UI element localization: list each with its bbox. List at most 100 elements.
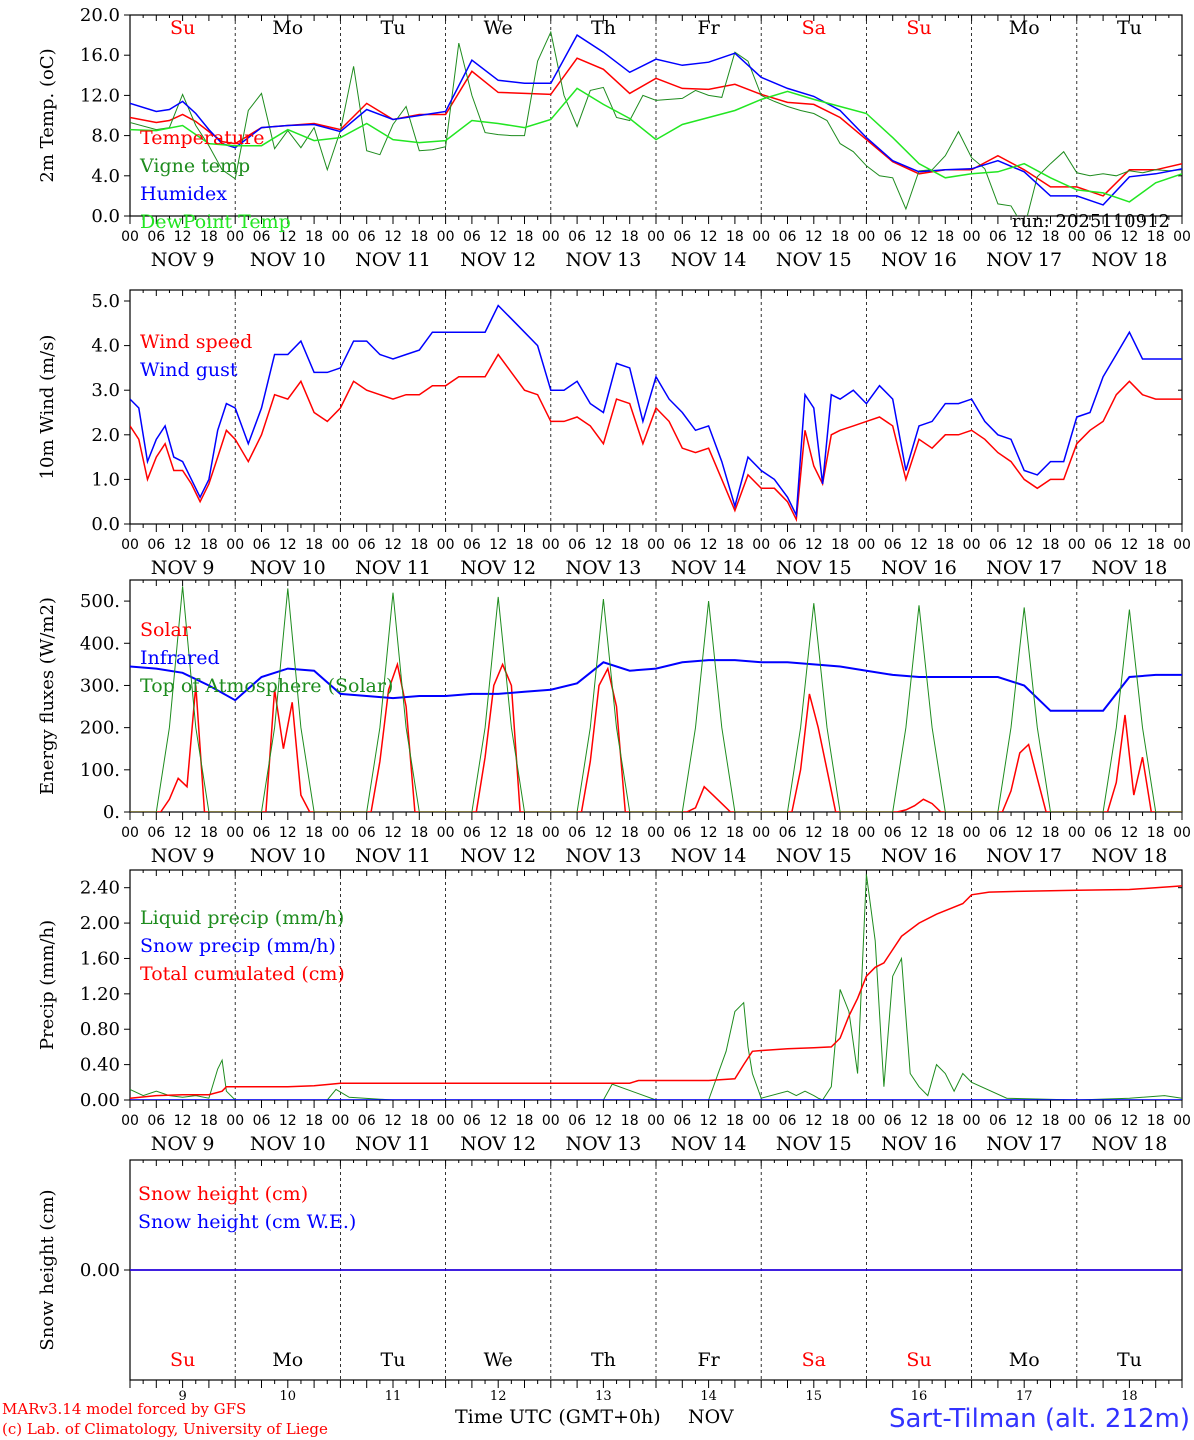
x-hour-label: 06 xyxy=(989,537,1007,553)
x-hour-label: 00 xyxy=(226,537,244,553)
x-hour-label: 06 xyxy=(1094,537,1112,553)
x-hour-label: 06 xyxy=(568,1113,586,1129)
footer-model: MARv3.14 model forced by GFS xyxy=(2,1400,246,1418)
x-date-label: NOV 9 xyxy=(151,1133,215,1155)
day-name-top: Tu xyxy=(381,17,406,39)
x-date-label: NOV 17 xyxy=(986,845,1062,867)
day-name-bottom: We xyxy=(484,1349,513,1371)
x-date-label: NOV 11 xyxy=(355,1133,431,1155)
x-hour-label: 06 xyxy=(253,825,271,841)
x-hour-label: 06 xyxy=(989,229,1007,245)
x-hour-label: 12 xyxy=(279,229,297,245)
run-annotation: run: 2025110912 xyxy=(1012,211,1170,232)
legend-vigne-temp: Vigne temp xyxy=(139,155,250,177)
x-date-label: NOV 14 xyxy=(671,1133,747,1155)
x-hour-label: 12 xyxy=(1120,825,1138,841)
y-tick-label: 20.0 xyxy=(80,5,120,26)
x-hour-label: 06 xyxy=(253,1113,271,1129)
x-hour-label: 18 xyxy=(936,1113,954,1129)
series-wind-0 xyxy=(130,353,1182,523)
x-date-label: NOV 16 xyxy=(881,249,957,271)
x-date-label: NOV 10 xyxy=(250,249,326,271)
y-tick-label: 0.00 xyxy=(80,1090,120,1111)
y-tick-label: 0.0 xyxy=(91,514,120,535)
x-hour-label: 12 xyxy=(384,229,402,245)
y-tick-label: 4.0 xyxy=(91,336,120,357)
legend-liquid-precip: Liquid precip (mm/h) xyxy=(140,907,344,929)
y-tick-label: 0.0 xyxy=(91,206,120,227)
x-hour-label: 18 xyxy=(516,537,534,553)
x-date-label: NOV 11 xyxy=(355,557,431,579)
day-number: 10 xyxy=(280,1389,297,1404)
x-hour-label: 12 xyxy=(489,825,507,841)
x-hour-label: 00 xyxy=(437,229,455,245)
x-date-label: NOV 14 xyxy=(671,249,747,271)
x-hour-label: 06 xyxy=(1094,1113,1112,1129)
x-hour-label: 06 xyxy=(779,825,797,841)
x-hour-label: 00 xyxy=(1068,537,1086,553)
x-hour-label: 18 xyxy=(831,229,849,245)
x-hour-label: 18 xyxy=(410,825,428,841)
x-date-label: NOV 15 xyxy=(776,845,852,867)
x-hour-label: 06 xyxy=(884,229,902,245)
x-date-label: NOV 15 xyxy=(776,557,852,579)
x-hour-label: 00 xyxy=(331,825,349,841)
day-name-top: Tu xyxy=(1117,17,1142,39)
series-energy-1 xyxy=(130,659,1182,712)
x-hour-label: 00 xyxy=(1068,825,1086,841)
x-hour-label: 00 xyxy=(752,537,770,553)
x-hour-label: 12 xyxy=(174,229,192,245)
x-date-label: NOV 11 xyxy=(355,249,431,271)
day-name-top: Th xyxy=(591,17,616,39)
day-number: 16 xyxy=(911,1389,928,1404)
x-hour-label: 06 xyxy=(673,825,691,841)
x-hour-label: 18 xyxy=(1042,537,1060,553)
x-hour-label: 00 xyxy=(331,537,349,553)
legend-snow-precip: Snow precip (mm/h) xyxy=(140,935,336,957)
x-hour-label: 00 xyxy=(331,229,349,245)
x-hour-label: 00 xyxy=(647,825,665,841)
x-hour-label: 18 xyxy=(726,1113,744,1129)
x-hour-label: 12 xyxy=(1015,1113,1033,1129)
x-hour-label: 00 xyxy=(1173,229,1191,245)
x-date-label: NOV 18 xyxy=(1091,249,1167,271)
x-hour-label: 12 xyxy=(1015,825,1033,841)
x-date-label: NOV 18 xyxy=(1091,845,1167,867)
x-hour-label: 18 xyxy=(516,229,534,245)
day-number: 11 xyxy=(385,1389,402,1404)
day-name-bottom: Th xyxy=(591,1349,616,1371)
x-hour-label: 00 xyxy=(752,229,770,245)
x-hour-label: 06 xyxy=(463,229,481,245)
x-hour-label: 18 xyxy=(1147,229,1165,245)
x-hour-label: 18 xyxy=(516,825,534,841)
day-number: 9 xyxy=(178,1389,186,1404)
series-energy-0 xyxy=(130,661,1182,812)
x-hour-label: 00 xyxy=(647,537,665,553)
x-hour-label: 18 xyxy=(410,229,428,245)
y-axis-label: 2m Temp. (oC) xyxy=(37,48,58,182)
x-hour-label: 12 xyxy=(384,825,402,841)
x-hour-label: 18 xyxy=(621,1113,639,1129)
series-wind-1 xyxy=(130,304,1182,518)
x-date-label: NOV 11 xyxy=(355,845,431,867)
x-hour-label: 06 xyxy=(568,537,586,553)
x-hour-label: 18 xyxy=(621,537,639,553)
x-hour-label: 00 xyxy=(963,537,981,553)
day-name-top: Su xyxy=(906,17,931,39)
x-hour-label: 00 xyxy=(121,537,139,553)
legend-wind-speed: Wind speed xyxy=(140,331,252,353)
x-hour-label: 00 xyxy=(226,825,244,841)
x-hour-label: 18 xyxy=(936,229,954,245)
x-hour-label: 06 xyxy=(463,537,481,553)
x-hour-label: 00 xyxy=(542,229,560,245)
x-hour-label: 00 xyxy=(226,229,244,245)
day-name-bottom: Sa xyxy=(802,1349,826,1371)
x-hour-label: 06 xyxy=(1094,825,1112,841)
legend-wind-gust: Wind gust xyxy=(140,359,238,381)
x-hour-label: 00 xyxy=(437,537,455,553)
x-date-label: NOV 17 xyxy=(986,557,1062,579)
x-hour-label: 00 xyxy=(542,825,560,841)
x-hour-label: 12 xyxy=(1120,1113,1138,1129)
x-hour-label: 12 xyxy=(1015,537,1033,553)
